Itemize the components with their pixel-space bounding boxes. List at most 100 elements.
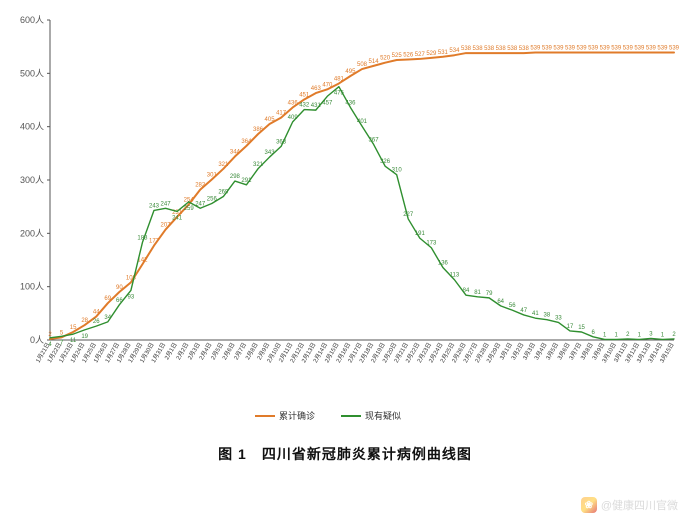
- svg-text:539: 539: [600, 46, 611, 52]
- watermark: ❀ @健康四川官微: [581, 497, 678, 513]
- svg-text:26: 26: [93, 319, 100, 325]
- svg-text:113: 113: [450, 273, 460, 279]
- svg-text:177: 177: [149, 239, 160, 245]
- svg-text:326: 326: [380, 159, 391, 165]
- svg-text:508: 508: [357, 62, 368, 68]
- svg-text:470: 470: [322, 82, 333, 88]
- svg-text:539: 539: [623, 46, 634, 52]
- svg-text:241: 241: [172, 215, 183, 221]
- svg-text:11: 11: [70, 338, 77, 344]
- svg-text:298: 298: [230, 174, 241, 180]
- svg-text:301: 301: [207, 172, 218, 178]
- svg-text:539: 539: [577, 46, 588, 52]
- svg-text:282: 282: [195, 183, 206, 189]
- weibo-logo-icon: ❀: [581, 497, 597, 513]
- svg-text:364: 364: [241, 139, 252, 145]
- svg-text:344: 344: [230, 150, 241, 156]
- svg-text:514: 514: [369, 59, 380, 65]
- svg-text:363: 363: [276, 139, 287, 145]
- watermark-text: @健康四川官微: [601, 497, 678, 513]
- svg-text:256: 256: [207, 196, 218, 202]
- svg-text:183: 183: [137, 235, 148, 241]
- svg-text:173: 173: [426, 241, 437, 247]
- svg-text:41: 41: [532, 311, 539, 317]
- svg-text:15: 15: [70, 325, 77, 331]
- svg-text:386: 386: [253, 127, 264, 133]
- svg-text:136: 136: [438, 260, 449, 266]
- svg-text:66: 66: [116, 298, 123, 304]
- svg-text:600人: 600人: [20, 15, 44, 25]
- line-chart: 0人100人200人300人400人500人600人1月21日1月22日1月23…: [0, 0, 690, 440]
- svg-text:81: 81: [474, 290, 481, 296]
- svg-text:436: 436: [288, 100, 299, 106]
- svg-text:259: 259: [184, 206, 195, 212]
- svg-text:534: 534: [449, 48, 460, 54]
- svg-text:0人: 0人: [30, 335, 44, 345]
- svg-text:79: 79: [486, 291, 493, 297]
- svg-text:243: 243: [149, 203, 160, 209]
- svg-text:343: 343: [265, 150, 276, 156]
- svg-text:367: 367: [369, 137, 380, 143]
- svg-text:463: 463: [311, 86, 322, 92]
- svg-text:538: 538: [484, 46, 495, 52]
- svg-text:44: 44: [93, 310, 100, 316]
- svg-text:475: 475: [334, 91, 345, 97]
- svg-text:539: 539: [565, 46, 576, 52]
- svg-text:321: 321: [253, 162, 264, 168]
- svg-text:247: 247: [195, 201, 206, 207]
- figure-title: 图 1 四川省新冠肺炎累计病例曲线图: [0, 444, 690, 464]
- svg-text:15: 15: [578, 325, 585, 331]
- svg-text:500人: 500人: [20, 68, 44, 78]
- svg-text:538: 538: [507, 46, 518, 52]
- svg-text:525: 525: [392, 53, 403, 59]
- svg-text:90: 90: [116, 285, 123, 291]
- svg-text:401: 401: [357, 119, 368, 125]
- svg-text:累计确诊: 累计确诊: [279, 410, 315, 421]
- svg-text:526: 526: [403, 52, 414, 58]
- svg-text:495: 495: [345, 69, 356, 75]
- svg-text:539: 539: [646, 46, 657, 52]
- svg-text:417: 417: [276, 111, 287, 117]
- svg-text:520: 520: [380, 56, 391, 62]
- svg-text:539: 539: [611, 46, 622, 52]
- svg-text:64: 64: [497, 299, 504, 305]
- svg-text:47: 47: [520, 308, 527, 314]
- svg-text:227: 227: [403, 212, 414, 218]
- svg-text:539: 539: [588, 46, 599, 52]
- svg-text:17: 17: [567, 324, 574, 330]
- svg-text:432: 432: [299, 103, 310, 109]
- svg-text:531: 531: [438, 50, 449, 56]
- svg-text:431: 431: [311, 103, 322, 109]
- svg-text:300人: 300人: [20, 175, 44, 185]
- svg-text:539: 539: [634, 46, 645, 52]
- svg-text:529: 529: [426, 51, 437, 57]
- svg-text:321: 321: [218, 162, 229, 168]
- svg-text:84: 84: [463, 288, 470, 294]
- svg-text:56: 56: [509, 303, 516, 309]
- svg-text:538: 538: [519, 46, 530, 52]
- svg-text:100人: 100人: [20, 282, 44, 292]
- svg-text:481: 481: [334, 76, 345, 82]
- svg-text:405: 405: [265, 117, 276, 123]
- svg-text:436: 436: [345, 100, 356, 106]
- svg-text:69: 69: [104, 296, 111, 302]
- svg-text:539: 539: [657, 46, 668, 52]
- svg-text:538: 538: [473, 46, 484, 52]
- svg-text:33: 33: [555, 315, 562, 321]
- svg-text:现有疑似: 现有疑似: [365, 410, 401, 421]
- svg-text:247: 247: [161, 201, 172, 207]
- svg-text:207: 207: [161, 223, 172, 229]
- svg-text:400人: 400人: [20, 122, 44, 132]
- svg-text:538: 538: [496, 46, 507, 52]
- svg-text:527: 527: [415, 52, 426, 58]
- svg-text:28: 28: [81, 318, 88, 324]
- svg-text:539: 539: [669, 46, 680, 52]
- svg-text:539: 539: [553, 46, 564, 52]
- svg-text:34: 34: [104, 315, 111, 321]
- svg-text:451: 451: [299, 92, 310, 98]
- svg-text:269: 269: [218, 190, 229, 196]
- svg-text:539: 539: [530, 46, 541, 52]
- svg-text:19: 19: [81, 334, 88, 340]
- svg-text:538: 538: [461, 46, 472, 52]
- svg-text:291: 291: [241, 178, 252, 184]
